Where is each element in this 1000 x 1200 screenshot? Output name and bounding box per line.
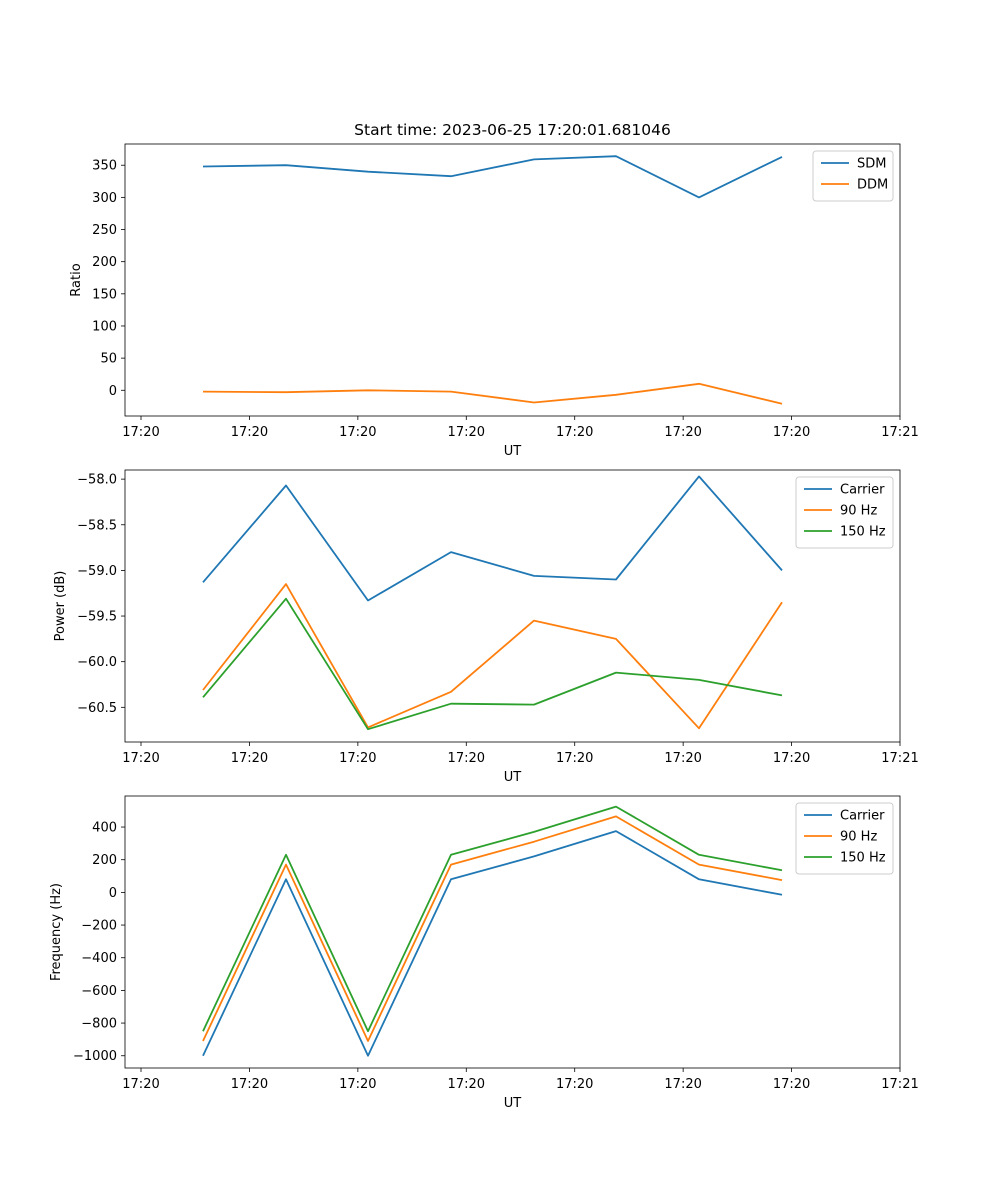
legend-label: 90 Hz — [840, 830, 877, 845]
legend: SDM DDM — [812, 150, 894, 202]
y-tick-label: 400 — [92, 821, 117, 836]
x-tick-label: 17:20 — [664, 751, 701, 766]
series-line-150-hz — [202, 597, 783, 731]
x-tick-label: 17:20 — [556, 751, 593, 766]
x-axis-label: UT — [504, 770, 522, 785]
y-tick-label: −58.0 — [77, 473, 117, 488]
legend-label: 150 Hz — [840, 525, 886, 540]
x-tick-label: 17:20 — [664, 1077, 701, 1092]
y-tick-label: 0 — [109, 384, 117, 399]
x-tick-label: 17:20 — [664, 425, 701, 440]
chart-panel-1: Start time: 2023-06-25 17:20:01.681046 17… — [69, 121, 919, 459]
legend-label: SDM — [857, 157, 886, 172]
y-axis-label: Power (dB) — [53, 571, 68, 642]
legend-label: 150 Hz — [840, 851, 886, 866]
y-tick-label: −60.5 — [77, 701, 117, 716]
x-tick-label: 17:20 — [448, 751, 485, 766]
y-tick-label: 350 — [92, 159, 117, 174]
x-tick-label: 17:20 — [339, 1077, 376, 1092]
series-line-90-hz — [202, 583, 783, 730]
y-tick-label: −58.5 — [77, 518, 117, 533]
x-tick-label: 17:20 — [339, 425, 376, 440]
series-line-carrier — [202, 475, 783, 602]
x-tick-label: 17:20 — [556, 1077, 593, 1092]
y-tick-label: −200 — [81, 919, 117, 934]
y-tick-label: 300 — [92, 191, 117, 206]
chart-title: Start time: 2023-06-25 17:20:01.681046 — [354, 121, 671, 139]
x-axis-label: UT — [504, 1096, 522, 1111]
x-tick-label: 17:20 — [448, 425, 485, 440]
chart-panel-3: 17:20 17:20 17:20 17:20 17:20 17:20 17:20 17:21… — [49, 795, 919, 1111]
x-tick-label: 17:20 — [773, 1077, 810, 1092]
plot-area — [124, 469, 901, 743]
y-tick-label: 0 — [109, 886, 117, 901]
plot-area — [124, 143, 901, 417]
y-tick-label: 200 — [92, 255, 117, 270]
chart-panel-2: 17:20 17:20 17:20 17:20 17:20 17:20 17:20 17:21… — [53, 469, 919, 785]
series-line-90-hz — [202, 815, 783, 1042]
x-tick-label: 17:20 — [231, 751, 268, 766]
legend-label: 90 Hz — [840, 504, 877, 519]
x-tick-label: 17:20 — [231, 425, 268, 440]
legend-label: DDM — [857, 178, 888, 193]
x-tick-label: 17:20 — [122, 425, 159, 440]
legend-label: Carrier — [840, 483, 885, 498]
series-line-sdm — [202, 155, 783, 199]
y-tick-label: 50 — [100, 352, 117, 367]
x-tick-label: 17:20 — [556, 425, 593, 440]
y-tick-label: −60.0 — [77, 655, 117, 670]
x-tick-label: 17:20 — [122, 751, 159, 766]
legend: Carrier 90 Hz 150 Hz — [795, 476, 894, 549]
legend: Carrier 90 Hz 150 Hz — [795, 802, 894, 875]
x-tick-label: 17:20 — [448, 1077, 485, 1092]
legend-label: Carrier — [840, 809, 885, 824]
plot-area — [124, 795, 901, 1069]
series-line-150-hz — [202, 805, 783, 1033]
y-tick-label: −400 — [81, 951, 117, 966]
y-tick-label: 100 — [92, 319, 117, 334]
x-tick-label: 17:20 — [773, 751, 810, 766]
y-tick-label: −1000 — [73, 1049, 117, 1064]
x-tick-label: 17:20 — [231, 1077, 268, 1092]
x-tick-label: 17:20 — [773, 425, 810, 440]
series-line-carrier — [202, 830, 783, 1057]
y-tick-label: 150 — [92, 287, 117, 302]
y-axis-label: Frequency (Hz) — [49, 883, 64, 981]
series-line-ddm — [202, 382, 783, 405]
y-tick-label: −600 — [81, 984, 117, 999]
x-tick-label: 17:20 — [122, 1077, 159, 1092]
y-tick-label: −59.0 — [77, 564, 117, 579]
y-tick-label: −800 — [81, 1017, 117, 1032]
y-axis-label: Ratio — [69, 263, 84, 296]
x-tick-label: 17:21 — [881, 1077, 918, 1092]
y-tick-label: 250 — [92, 223, 117, 238]
y-tick-label: −59.5 — [77, 610, 117, 625]
x-axis-label: UT — [504, 444, 522, 459]
x-tick-label: 17:20 — [339, 751, 376, 766]
x-tick-label: 17:21 — [881, 751, 918, 766]
x-tick-label: 17:21 — [881, 425, 918, 440]
y-tick-label: 200 — [92, 853, 117, 868]
